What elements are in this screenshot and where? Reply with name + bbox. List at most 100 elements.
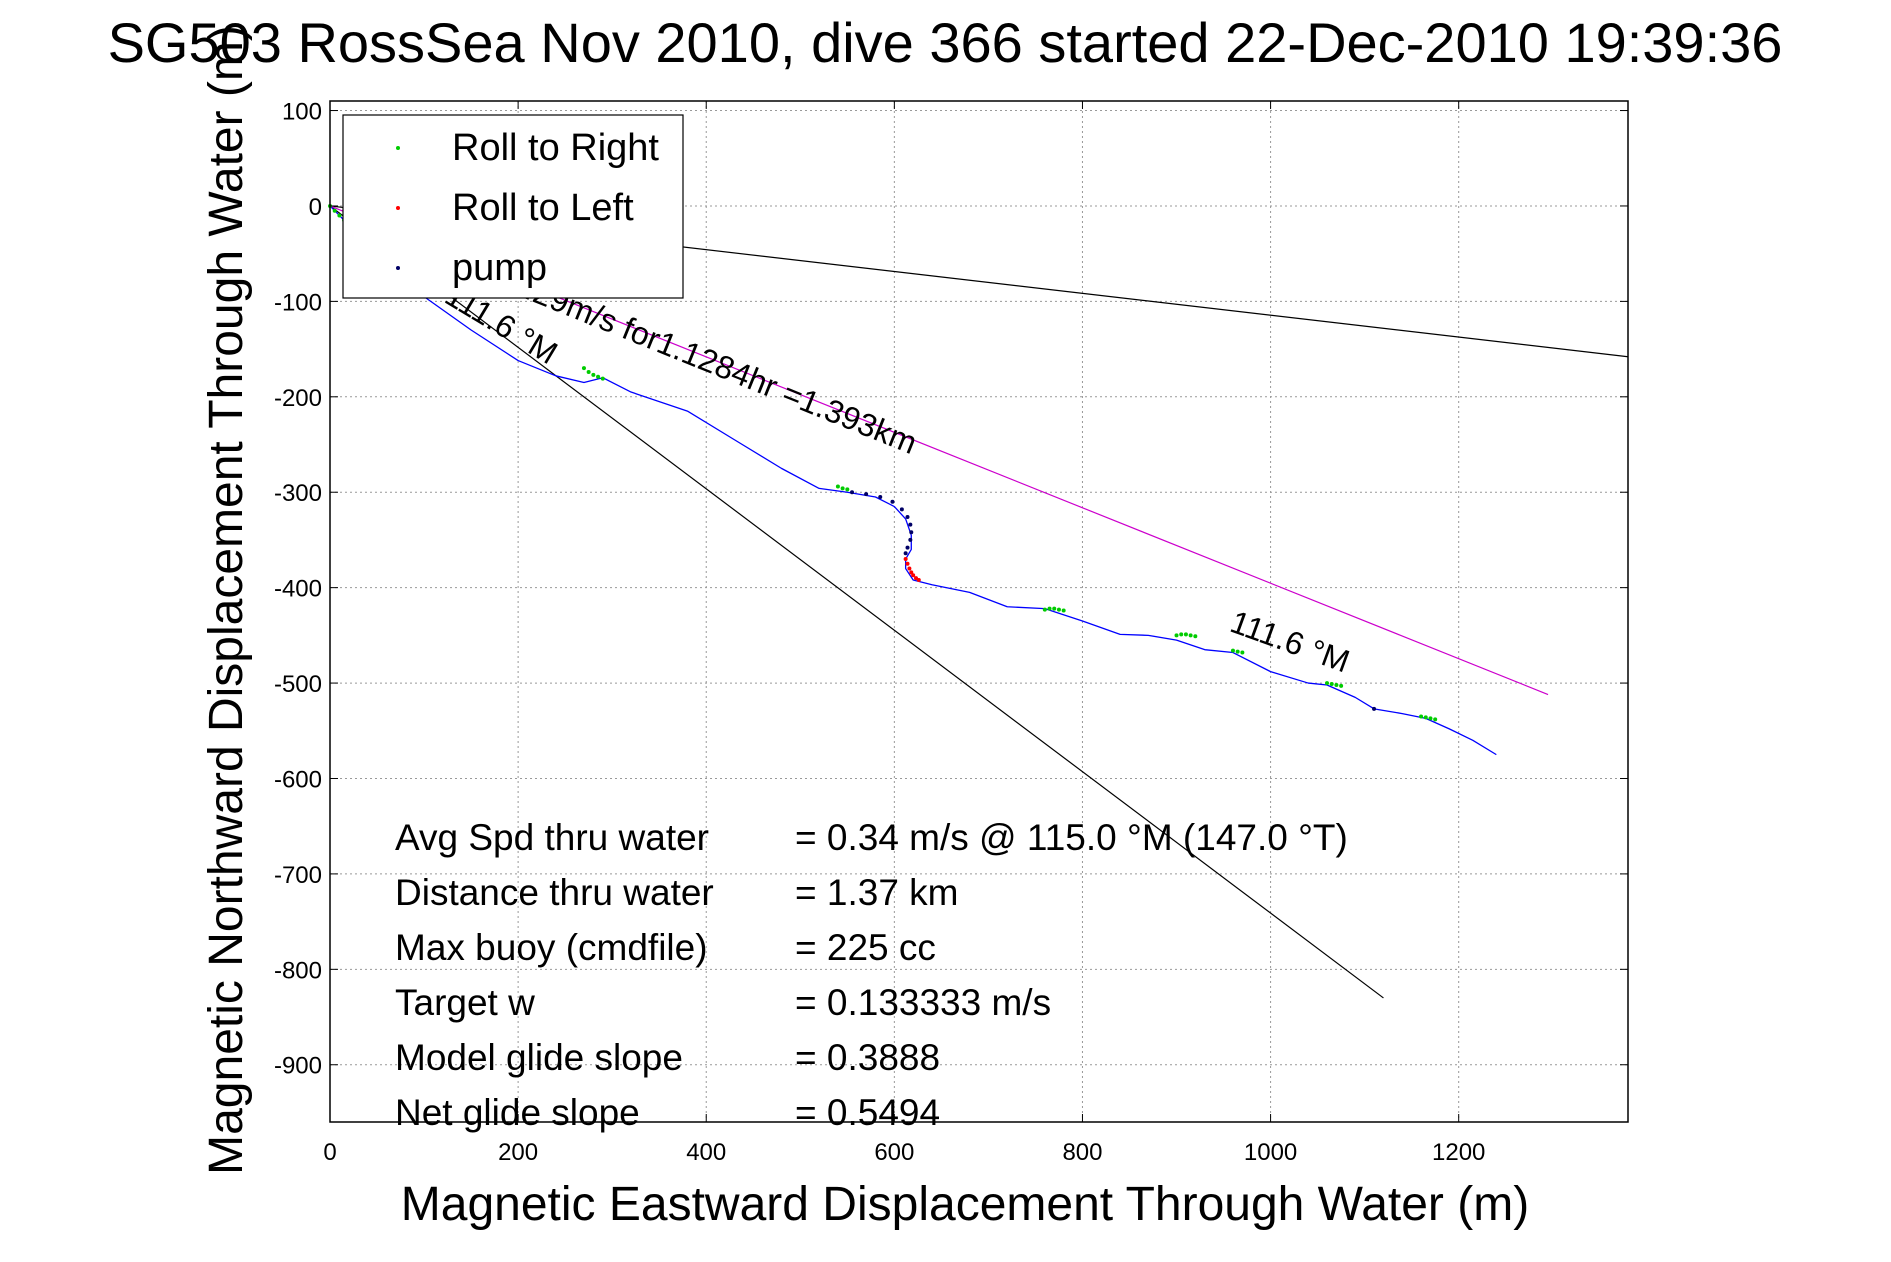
annotation-label: .29m/s for1.1284hr =1.393km [520,271,922,461]
data-point [1372,706,1377,711]
y-tick-label: -900 [274,1053,322,1080]
stat-value: = 0.3888 [795,1037,940,1078]
data-point [905,545,910,550]
stat-value: = 0.133333 m/s [795,982,1051,1023]
y-tick-label: -100 [274,289,322,316]
y-tick-label: -500 [274,671,322,698]
stat-label: Net glide slope [395,1092,640,1133]
data-point [1325,681,1330,686]
x-tick-label: 600 [874,1139,914,1166]
data-point [905,561,910,566]
reference-line-1 [329,205,1384,999]
legend-label: pump [452,247,547,289]
y-tick-label: 100 [282,99,322,126]
data-point [1339,683,1344,688]
stat-label: Avg Spd thru water [395,817,709,858]
data-point [850,490,855,495]
data-point [1188,633,1193,638]
data-point [600,376,605,381]
data-point [581,366,586,371]
data-point [1329,682,1334,687]
data-point [332,208,337,213]
data-point [591,372,596,377]
legend-marker [396,266,400,270]
series-pump [850,490,1377,711]
data-point [1433,717,1438,722]
y-tick-label: -400 [274,576,322,603]
annotations: 111.6 °M.29m/s for1.1284hr =1.393km111.6… [439,271,1354,680]
stat-label: Distance thru water [395,872,714,913]
y-tick-label: -700 [274,862,322,889]
x-axis-label: Magnetic Eastward Displacement Through W… [401,1178,1529,1231]
data-point [845,487,850,492]
x-tick-label: 1200 [1432,1139,1485,1166]
data-point [905,515,910,520]
stat-label: Max buoy (cmdfile) [395,927,708,968]
x-tick-label: 400 [686,1139,726,1166]
data-point [1230,648,1235,653]
data-point [1428,716,1433,721]
stat-value: = 0.5494 [795,1092,940,1133]
data-point [337,213,342,218]
data-point [596,374,601,379]
data-point [1174,633,1179,638]
data-point [909,530,914,535]
legend-label: Roll to Right [452,127,659,169]
data-point [1423,715,1428,720]
data-point [903,557,908,562]
y-tick-label: -300 [274,480,322,507]
stat-value: = 0.34 m/s @ 115.0 °M (147.0 °T) [795,817,1348,858]
data-point [1419,714,1424,719]
data-point [1235,649,1240,654]
x-tick-label: 800 [1062,1139,1102,1166]
y-tick-label: 0 [309,194,322,221]
annotation-label: 111.6 °M [1226,603,1355,679]
chart-title: SG503 RossSea Nov 2010, dive 366 started… [108,11,1783,74]
data-point [1240,650,1245,655]
legend-entries: Roll to Right Roll to Left pump [396,127,659,289]
data-point [908,522,913,527]
data-point [835,484,840,489]
stat-value: = 1.37 km [795,872,959,913]
stat-label: Model glide slope [395,1037,683,1078]
data-point [913,576,918,581]
legend-marker [396,206,400,210]
y-axis-label: Magnetic Northward Displacement Through … [200,25,253,1175]
data-point [903,551,908,556]
x-tick-label: 1000 [1244,1139,1297,1166]
grid [330,101,1628,1122]
data-point [911,573,916,578]
axis-ticks: 0 200 400 600 800 1000 12001000-100-200-300-40… [274,99,1628,1166]
data-point [878,494,883,499]
data-point [899,507,904,512]
y-tick-label: -800 [274,957,322,984]
stat-value: = 225 cc [795,927,936,968]
plot-area-frame [329,100,1629,1123]
data-point [1179,632,1184,637]
stat-label: Target w [395,982,535,1023]
legend: Roll to Right Roll to Left pump [342,114,684,299]
data-point [907,566,912,571]
data-point [1061,608,1066,613]
data-point [864,492,869,497]
stats-block: Avg Spd thru water = 0.34 m/s @ 115.0 °M … [395,817,1348,1133]
data-point [1042,607,1047,612]
x-tick-label: 0 [323,1139,336,1166]
x-tick-label: 200 [498,1139,538,1166]
y-tick-label: -200 [274,385,322,412]
data-point [890,499,895,504]
data-point [1183,632,1188,637]
series-roll-to-left [903,557,921,583]
data-point [586,369,591,374]
data-point [1047,606,1052,611]
data-point [908,537,913,542]
y-tick-label: -600 [274,766,322,793]
data-point [916,578,921,583]
legend-marker [396,146,400,150]
legend-label: Roll to Left [452,187,634,229]
data-point [840,486,845,491]
data-point [1056,607,1061,612]
data-point [1334,682,1339,687]
data-point [909,570,914,575]
